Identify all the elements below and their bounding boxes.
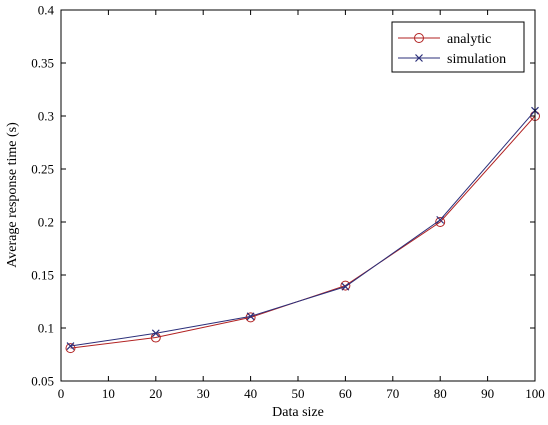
- legend: analytic simulation: [391, 21, 525, 73]
- legend-label-simulation: simulation: [447, 52, 506, 67]
- legend-box: [391, 21, 525, 73]
- point-simulation-2: [246, 312, 255, 321]
- series-line-simulation: [70, 110, 536, 347]
- legend-item-simulation: simulation: [398, 52, 506, 67]
- legend-marker-analytic: [414, 33, 424, 43]
- y-tick-label-5: 0.3: [38, 109, 54, 124]
- legend-label-analytic: analytic: [447, 32, 491, 47]
- legend-marker-simulation: [415, 54, 423, 62]
- y-tick-label-2: 0.15: [31, 268, 54, 283]
- x-tick-label-6: 60: [339, 386, 352, 401]
- x-tick-label-2: 20: [149, 386, 162, 401]
- legend-item-analytic: analytic: [398, 32, 491, 47]
- y-tick-label-1: 0.1: [38, 321, 54, 336]
- x-tick-label-0: 0: [58, 386, 65, 401]
- point-analytic-0: [65, 343, 76, 354]
- x-tick-label-1: 10: [102, 386, 115, 401]
- series-layer: [65, 106, 540, 354]
- x-tick-label-7: 70: [386, 386, 399, 401]
- y-axis-title: Average response time (s): [5, 122, 20, 268]
- y-tick-label-6: 0.35: [31, 56, 54, 71]
- x-tick-label-3: 30: [197, 386, 210, 401]
- point-simulation-4: [436, 215, 445, 224]
- point-simulation-0: [66, 342, 75, 350]
- point-analytic-4: [435, 217, 446, 227]
- series-line-analytic: [70, 115, 536, 349]
- point-analytic-3: [340, 280, 351, 291]
- point-simulation-1: [151, 329, 160, 338]
- y-tick-label-0: 0.05: [31, 374, 54, 389]
- plot-area-frame: [60, 9, 536, 382]
- ticks-layer: 0 10 20 30 40 50 60 70 80 90 100 0.05 0.1 0.15 0.2 0.25…: [31, 3, 545, 402]
- x-tick-label-4: 40: [244, 386, 257, 401]
- y-tick-label-3: 0.2: [38, 215, 54, 230]
- x-tick-label-8: 80: [434, 386, 447, 401]
- x-tick-label-5: 50: [292, 386, 305, 401]
- y-tick-label-7: 0.4: [38, 3, 55, 18]
- x-tick-label-10: 100: [525, 386, 545, 401]
- x-axis-title: Data size: [272, 405, 324, 420]
- x-tick-label-9: 90: [481, 386, 494, 401]
- y-tick-label-4: 0.25: [31, 162, 54, 177]
- point-simulation-3: [341, 282, 350, 291]
